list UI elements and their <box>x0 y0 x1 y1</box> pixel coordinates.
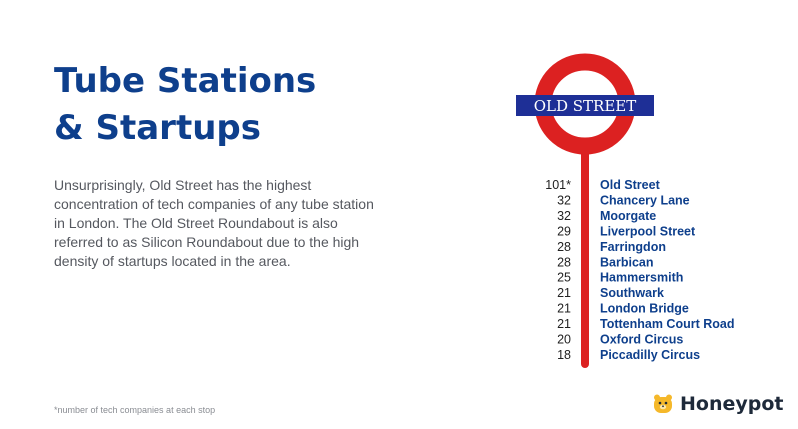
description-text: Unsurprisingly, Old Street has the highe… <box>54 177 374 269</box>
station-value: 25 <box>557 271 571 285</box>
station-value: 21 <box>557 317 571 331</box>
station-name: Oxford Circus <box>600 333 683 347</box>
title-line-1: Tube Stations <box>54 61 317 101</box>
page-title: Tube Stations & Startups <box>54 58 316 152</box>
station-value: 21 <box>557 302 571 316</box>
station-value: 32 <box>557 193 571 207</box>
station-value: 32 <box>557 209 571 223</box>
roundel-bar <box>516 95 654 116</box>
station-value: 18 <box>557 348 571 362</box>
title-line-2: & Startups <box>54 108 261 148</box>
station-value: 21 <box>557 286 571 300</box>
logo-text: Honeypot <box>680 393 784 415</box>
honeypot-logo: Honeypot <box>652 393 784 415</box>
station-name: Hammersmith <box>600 271 683 285</box>
footnote: *number of tech companies at each stop <box>54 405 216 415</box>
station-name: Tottenham Court Road <box>600 317 734 331</box>
station-name: Moorgate <box>600 209 656 223</box>
roundel-pole <box>581 140 589 368</box>
honeypot-bear-icon <box>654 394 672 413</box>
station-value: 28 <box>557 240 571 254</box>
station-name: Liverpool Street <box>600 224 696 238</box>
station-value: 20 <box>557 333 571 347</box>
station-name: Southwark <box>600 286 664 300</box>
station-value: 28 <box>557 255 571 269</box>
station-value: 29 <box>557 224 571 238</box>
roundel-label: OLD STREET <box>534 97 637 115</box>
station-name: Chancery Lane <box>600 193 690 207</box>
station-value: 101* <box>545 178 571 192</box>
station-name: Farringdon <box>600 240 666 254</box>
station-name: Piccadilly Circus <box>600 348 700 362</box>
station-name: Barbican <box>600 255 654 269</box>
station-name: Old Street <box>600 178 661 192</box>
station-name: London Bridge <box>600 302 689 316</box>
